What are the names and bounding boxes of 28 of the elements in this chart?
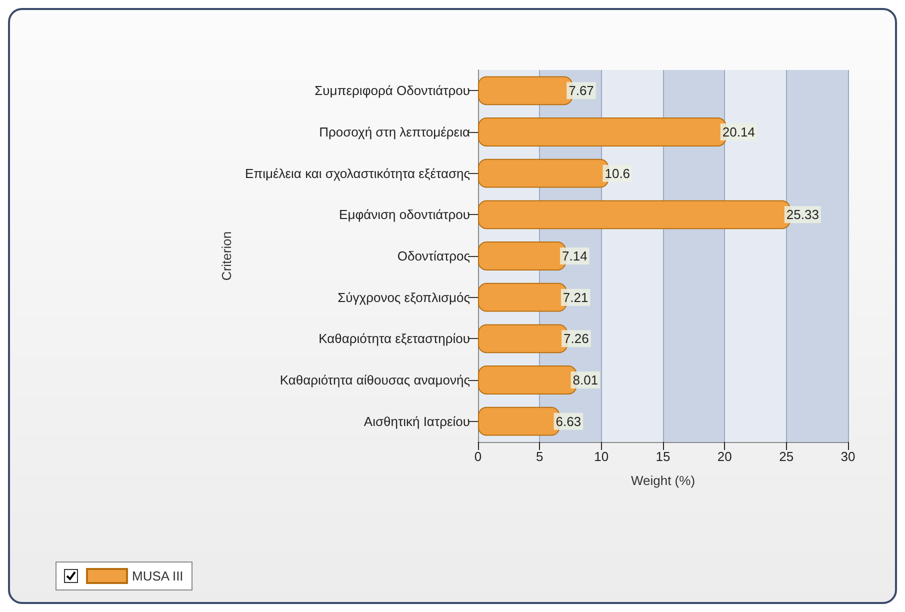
data-label: 25.33 [786,207,819,222]
data-label: 10.6 [604,166,630,181]
y-tick-label: Επιμέλεια και σχολαστικότητα εξέτασης [244,166,470,181]
data-label: 7.14 [562,248,588,264]
data-label: 7.21 [562,290,588,305]
data-label: 6.63 [556,414,582,429]
x-tick-label: 20 [717,449,732,464]
data-label: 8.01 [572,372,598,388]
y-tick-label: Αισθητική Ιατρείου [364,414,470,429]
x-tick-label: 10 [594,449,609,464]
y-tick-label: Εμφάνιση οδοντιάτρου [339,207,470,222]
data-label: 20.14 [722,124,755,140]
y-tick-label: Καθαριότητα εξεταστηρίου [318,331,470,346]
y-tick-label: Οδοντίατρος [397,248,470,264]
y-tick-label: Σύγχρονος εξοπλισμός [338,290,470,305]
x-tick-label: 25 [779,449,794,464]
x-tick-label: 30 [840,449,856,464]
data-label: 7.67 [568,83,594,98]
x-tick-label: 15 [656,449,670,464]
y-tick-label: Καθαριότητα αίθουσας αναμονής [280,372,470,388]
y-axis-title: Criterion [219,231,234,281]
x-axis-title: Weight (%) [630,473,696,488]
data-label: 7.26 [564,331,589,346]
y-tick-label: Προσοχή στη λεπτομέρεια [319,124,470,140]
x-tick-label: 5 [536,449,544,464]
x-tick-label: 0 [474,449,482,464]
legend-label: MUSA III [132,568,184,584]
y-tick-label: Συμπεριφορά Οδοντιάτρου [314,83,470,98]
